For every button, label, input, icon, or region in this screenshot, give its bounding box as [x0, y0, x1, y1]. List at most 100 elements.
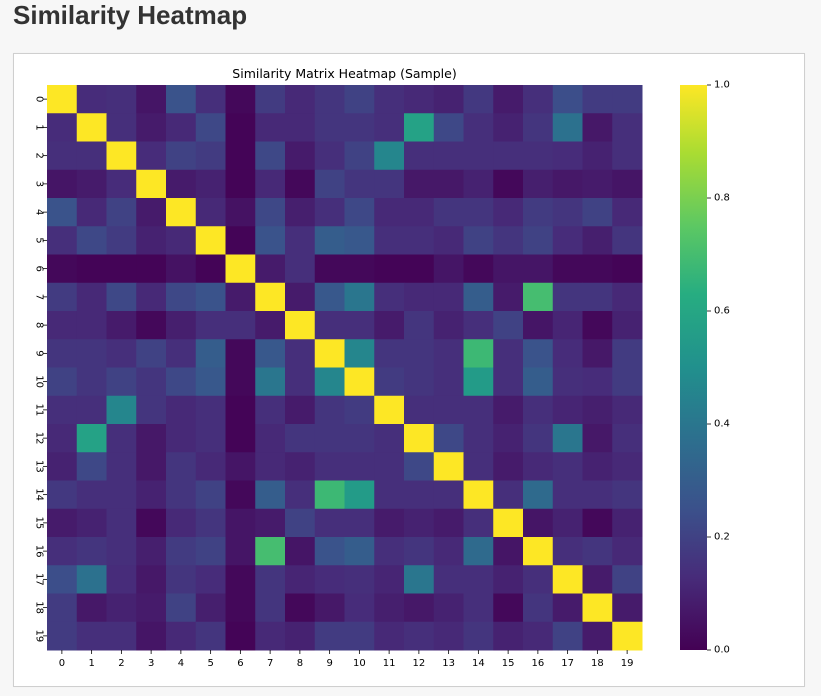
heatmap-cell — [166, 198, 197, 227]
heatmap-cell — [47, 367, 78, 397]
heatmap-cell — [582, 85, 613, 114]
heatmap-cell — [523, 593, 554, 623]
y-tick-label: 6 — [34, 265, 45, 271]
heatmap-cell — [225, 113, 256, 142]
heatmap-cell — [523, 254, 554, 284]
heatmap-cell — [195, 395, 226, 425]
heatmap-cell — [582, 452, 613, 481]
heatmap-cell — [552, 198, 583, 227]
x-tick-label: 6 — [237, 658, 243, 669]
y-tick-label: 14 — [34, 488, 45, 501]
colorbar-tick-label: 0.4 — [714, 419, 730, 430]
heatmap-cell — [404, 395, 435, 425]
heatmap-cell — [255, 621, 286, 651]
heatmap-cell — [433, 282, 464, 312]
heatmap-cell — [582, 621, 613, 651]
heatmap-cell — [433, 141, 464, 171]
y-tick-label: 16 — [34, 545, 45, 558]
heatmap-cell — [47, 452, 78, 481]
heatmap-cell — [463, 254, 494, 284]
heatmap-cell — [314, 621, 345, 651]
heatmap-cell — [463, 282, 494, 312]
heatmap-cell — [523, 169, 554, 199]
heatmap-cell — [195, 424, 226, 453]
heatmap-cell — [404, 169, 435, 199]
heatmap-cell — [285, 198, 316, 227]
heatmap-cell — [612, 621, 643, 651]
heatmap-cell — [314, 537, 345, 566]
heatmap-cell — [612, 508, 643, 538]
heatmap-cell — [523, 141, 554, 171]
heatmap-cell — [344, 339, 375, 368]
heatmap-cell — [47, 593, 78, 623]
heatmap-cell — [195, 254, 226, 284]
heatmap-cell — [314, 339, 345, 368]
x-tick-label: 15 — [502, 658, 515, 669]
heatmap-cell — [255, 85, 286, 114]
heatmap-cell — [344, 254, 375, 284]
heatmap-cell — [76, 141, 107, 171]
heatmap-cell — [463, 424, 494, 453]
heatmap-cell — [374, 198, 405, 227]
heatmap-cell — [166, 169, 197, 199]
heatmap-cell — [344, 282, 375, 312]
heatmap-cell — [47, 537, 78, 566]
heatmap-cell — [195, 169, 226, 199]
heatmap-cell — [76, 198, 107, 227]
heatmap-cell — [285, 395, 316, 425]
heatmap-cell — [47, 254, 78, 284]
heatmap-cell — [136, 198, 167, 227]
heatmap-cell — [314, 226, 345, 255]
heatmap-cell — [136, 169, 167, 199]
heatmap-cell — [106, 395, 137, 425]
heatmap-cell — [106, 113, 137, 142]
heatmap-cell — [166, 141, 197, 171]
heatmap-cell — [255, 480, 286, 510]
heatmap-cell — [76, 254, 107, 284]
heatmap-cell — [493, 395, 524, 425]
heatmap-cell — [255, 339, 286, 368]
heatmap-cell — [314, 282, 345, 312]
y-tick-label: 18 — [34, 601, 45, 614]
heatmap-cell — [314, 452, 345, 481]
heatmap-cell — [433, 169, 464, 199]
x-tick-label: 14 — [472, 658, 485, 669]
heatmap-cell — [582, 339, 613, 368]
y-tick-label: 9 — [34, 350, 45, 356]
heatmap-cell — [463, 367, 494, 397]
heatmap-cell — [552, 565, 583, 594]
heatmap-cell — [404, 621, 435, 651]
heatmap-cell — [374, 339, 405, 368]
heatmap-cell — [463, 593, 494, 623]
heatmap-cell — [552, 113, 583, 142]
heatmap-cell — [523, 480, 554, 510]
heatmap-cell — [552, 226, 583, 255]
heatmap-cell — [106, 508, 137, 538]
y-tick-label: 5 — [34, 237, 45, 243]
heatmap-cell — [493, 593, 524, 623]
heatmap-cell — [433, 452, 464, 481]
heatmap-cell — [136, 339, 167, 368]
heatmap-cell — [166, 395, 197, 425]
heatmap-cell — [433, 339, 464, 368]
heatmap-cell — [344, 198, 375, 227]
heatmap-cell — [374, 508, 405, 538]
heatmap-cell — [344, 226, 375, 255]
heatmap-cell — [523, 113, 554, 142]
heatmap-cell — [195, 621, 226, 651]
heatmap-cell — [404, 480, 435, 510]
heatmap-cell — [493, 169, 524, 199]
heatmap-cell — [433, 395, 464, 425]
heatmap-cell — [47, 395, 78, 425]
heatmap-cell — [76, 169, 107, 199]
heatmap-cell — [523, 565, 554, 594]
heatmap-cell — [552, 452, 583, 481]
heatmap-cell — [225, 565, 256, 594]
heatmap-cell — [612, 85, 643, 114]
heatmap-cell — [47, 424, 78, 453]
x-tick-label: 4 — [178, 658, 184, 669]
heatmap-cell — [136, 593, 167, 623]
heatmap-cell — [404, 452, 435, 481]
heatmap-cell — [374, 395, 405, 425]
heatmap-cell — [166, 593, 197, 623]
